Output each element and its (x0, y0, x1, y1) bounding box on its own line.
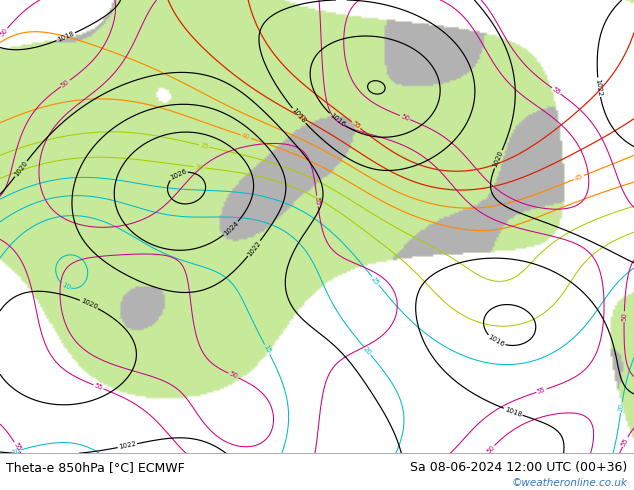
Text: 45: 45 (574, 173, 584, 182)
Text: 1018: 1018 (56, 30, 75, 43)
Text: 50: 50 (60, 78, 70, 89)
Text: 1020: 1020 (80, 298, 98, 311)
Text: 55: 55 (351, 120, 361, 130)
Text: 50: 50 (228, 371, 238, 380)
Text: 55: 55 (536, 387, 547, 395)
Text: 25: 25 (370, 275, 380, 286)
Text: 50: 50 (399, 113, 410, 122)
Text: 1018: 1018 (291, 107, 307, 124)
Text: 10: 10 (11, 447, 22, 456)
Text: 10: 10 (60, 282, 71, 291)
Text: 50: 50 (486, 444, 496, 455)
Text: 40: 40 (241, 132, 251, 141)
Text: 55: 55 (12, 441, 22, 452)
Text: 55: 55 (314, 196, 321, 206)
Text: 50: 50 (621, 312, 628, 321)
Text: 15: 15 (262, 344, 272, 355)
Text: 1022: 1022 (595, 78, 603, 97)
Text: 30: 30 (195, 164, 204, 171)
Text: 1020: 1020 (492, 150, 505, 169)
Text: ©weatheronline.co.uk: ©weatheronline.co.uk (512, 478, 628, 488)
Text: 1024: 1024 (223, 220, 240, 237)
Text: 50: 50 (0, 27, 9, 38)
Text: 20: 20 (618, 403, 625, 413)
Text: 35: 35 (200, 142, 209, 150)
Text: Theta-e 850hPa [°C] ECMWF: Theta-e 850hPa [°C] ECMWF (6, 462, 185, 474)
Text: 1016: 1016 (328, 112, 346, 128)
Text: 1022: 1022 (118, 441, 137, 450)
Text: 50: 50 (295, 112, 306, 122)
Text: 1016: 1016 (487, 334, 505, 348)
Text: 1018: 1018 (503, 406, 522, 418)
Text: 1020: 1020 (13, 160, 29, 178)
Text: Sa 08-06-2024 12:00 UTC (00+36): Sa 08-06-2024 12:00 UTC (00+36) (410, 462, 628, 474)
Text: 55: 55 (621, 437, 630, 447)
Text: 55: 55 (93, 383, 103, 392)
Text: 1026: 1026 (169, 168, 188, 181)
Text: 55: 55 (551, 86, 562, 96)
Text: 20: 20 (362, 345, 372, 356)
Text: 1022: 1022 (246, 240, 262, 257)
